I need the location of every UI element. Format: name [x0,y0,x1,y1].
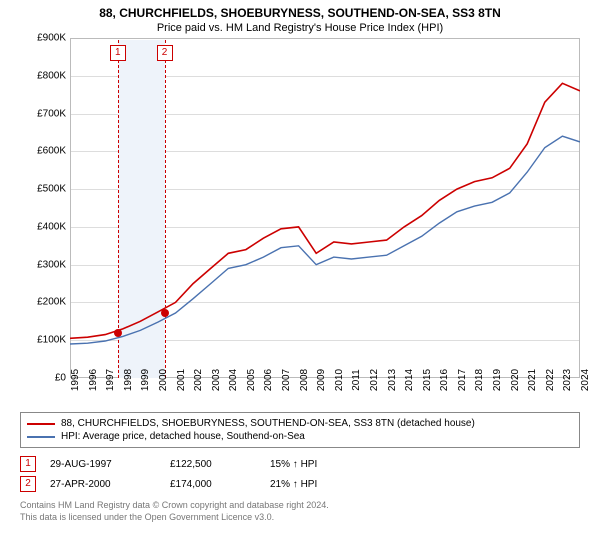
y-axis-label: £800K [37,70,66,81]
y-axis-label: £900K [37,33,66,44]
x-axis-label: 2017 [457,369,468,391]
x-axis-label: 2022 [545,369,556,391]
legend-label: HPI: Average price, detached house, Sout… [61,431,305,442]
chart-area: 12 £0£100K£200K£300K£400K£500K£600K£700K… [20,38,580,408]
x-axis-label: 2009 [316,369,327,391]
x-axis-label: 2002 [193,369,204,391]
x-axis-label: 2012 [369,369,380,391]
legend-swatch [27,423,55,425]
x-axis-label: 2008 [299,369,310,391]
sale-date: 27-APR-2000 [50,479,170,490]
x-axis-label: 1996 [88,369,99,391]
legend-label: 88, CHURCHFIELDS, SHOEBURYNESS, SOUTHEND… [61,418,475,429]
sale-price: £174,000 [170,479,270,490]
y-axis-label: £600K [37,146,66,157]
sale-date: 29-AUG-1997 [50,459,170,470]
x-axis-label: 1997 [105,369,116,391]
y-axis-label: £700K [37,108,66,119]
footer-line: Contains HM Land Registry data © Crown c… [20,500,580,512]
sale-delta: 21% ↑ HPI [270,479,317,490]
sale-row: 2 27-APR-2000 £174,000 21% ↑ HPI [20,474,580,494]
x-axis-label: 2023 [562,369,573,391]
sales-table: 1 29-AUG-1997 £122,500 15% ↑ HPI 2 27-AP… [20,454,580,494]
x-axis-label: 2005 [246,369,257,391]
x-axis-label: 2014 [404,369,415,391]
sale-row: 1 29-AUG-1997 £122,500 15% ↑ HPI [20,454,580,474]
sale-price: £122,500 [170,459,270,470]
x-axis-label: 2011 [351,369,362,391]
footer-line: This data is licensed under the Open Gov… [20,512,580,524]
sale-marker-badge: 2 [20,476,36,492]
x-axis-label: 2021 [527,369,538,391]
x-axis-label: 2010 [334,369,345,391]
x-axis-label: 2004 [228,369,239,391]
legend-item-property: 88, CHURCHFIELDS, SHOEBURYNESS, SOUTHEND… [27,417,573,430]
legend-item-hpi: HPI: Average price, detached house, Sout… [27,430,573,443]
y-axis-label: £300K [37,259,66,270]
sale-delta: 15% ↑ HPI [270,459,317,470]
y-axis-label: £500K [37,184,66,195]
x-axis-label: 1999 [140,369,151,391]
chart-subtitle: Price paid vs. HM Land Registry's House … [0,20,600,38]
y-axis-label: £100K [37,335,66,346]
series-line-property [70,83,580,338]
y-axis-label: £200K [37,297,66,308]
x-axis-label: 1998 [123,369,134,391]
footer-attribution: Contains HM Land Registry data © Crown c… [20,500,580,523]
chart-container: 88, CHURCHFIELDS, SHOEBURYNESS, SOUTHEND… [0,0,600,560]
x-axis-label: 2020 [510,369,521,391]
x-axis-label: 2007 [281,369,292,391]
line-series-svg [70,38,580,378]
x-axis-label: 2024 [580,369,591,391]
sale-marker-badge: 1 [20,456,36,472]
x-axis-label: 2015 [422,369,433,391]
y-axis-label: £400K [37,221,66,232]
x-axis-label: 2016 [439,369,450,391]
x-axis-label: 2013 [387,369,398,391]
series-line-hpi [70,136,580,344]
x-axis-label: 2019 [492,369,503,391]
y-axis-label: £0 [55,373,66,384]
x-axis-label: 2001 [176,369,187,391]
x-axis-label: 2018 [474,369,485,391]
legend-box: 88, CHURCHFIELDS, SHOEBURYNESS, SOUTHEND… [20,412,580,448]
legend-swatch [27,436,55,438]
x-axis-label: 1995 [70,369,81,391]
x-axis-label: 2006 [263,369,274,391]
x-axis-label: 2000 [158,369,169,391]
chart-title: 88, CHURCHFIELDS, SHOEBURYNESS, SOUTHEND… [0,0,600,20]
x-axis-label: 2003 [211,369,222,391]
